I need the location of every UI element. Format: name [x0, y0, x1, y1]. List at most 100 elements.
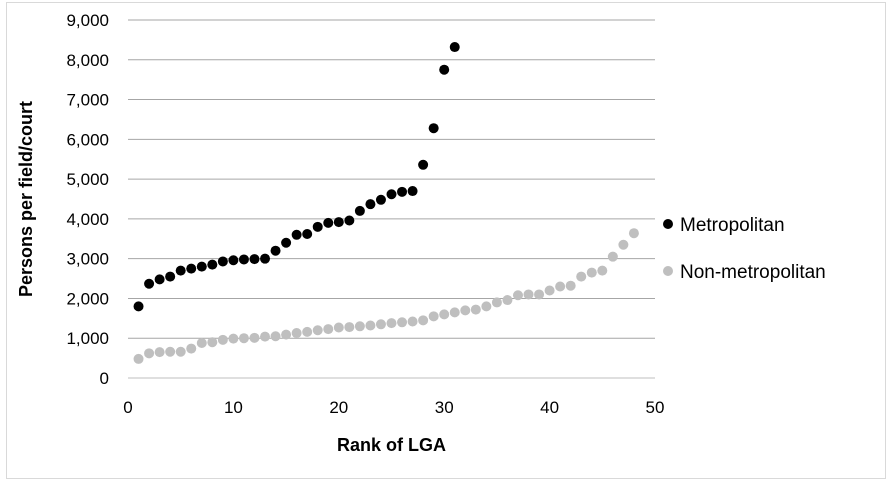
- non-metropolitan-point: [449, 307, 460, 318]
- legend-label-non-metropolitan: Non-metropolitan: [680, 262, 826, 283]
- metropolitan-point: [302, 229, 313, 240]
- metropolitan-point: [291, 229, 302, 240]
- metropolitan-point: [228, 255, 239, 266]
- y-tick-label: 6,000: [66, 130, 109, 149]
- metropolitan-point: [418, 159, 429, 170]
- non-metropolitan-point: [344, 322, 355, 333]
- non-metropolitan-point: [260, 331, 271, 342]
- y-tick-label: 8,000: [66, 51, 109, 70]
- non-metropolitan-point: [628, 228, 639, 239]
- metropolitan-point: [175, 265, 186, 276]
- non-metropolitan-point: [186, 343, 197, 354]
- non-metropolitan-point: [512, 290, 523, 301]
- chart-frame: [6, 2, 886, 479]
- non-metropolitan-point: [302, 326, 313, 337]
- metropolitan-point: [397, 186, 408, 197]
- non-metropolitan-point: [555, 281, 566, 292]
- non-metropolitan-point: [481, 301, 492, 312]
- non-metropolitan-point: [281, 329, 292, 340]
- metropolitan-point: [144, 278, 155, 289]
- metropolitan-point: [407, 186, 418, 197]
- non-metropolitan-point: [418, 315, 429, 326]
- non-metropolitan-point: [397, 317, 408, 328]
- legend-marker-non-metropolitan: [663, 266, 673, 276]
- metropolitan-point: [449, 42, 460, 53]
- metropolitan-point: [333, 217, 344, 228]
- metropolitan-point: [428, 123, 439, 134]
- y-tick-label: 7,000: [66, 91, 109, 110]
- non-metropolitan-point: [407, 316, 418, 327]
- metropolitan-point: [312, 221, 323, 232]
- non-metropolitan-point: [439, 309, 450, 320]
- non-metropolitan-point: [375, 319, 386, 330]
- x-tick-label: 20: [329, 398, 348, 417]
- x-tick-label: 30: [435, 398, 454, 417]
- x-tick-label: 0: [123, 398, 132, 417]
- non-metropolitan-point: [312, 325, 323, 336]
- metropolitan-point: [439, 64, 450, 75]
- non-metropolitan-point: [207, 337, 218, 348]
- non-metropolitan-point: [576, 271, 587, 282]
- legend-label-metropolitan: Metropolitan: [680, 215, 785, 236]
- y-tick-labels: 0 1,000 2,000 3,000 4,000 5,000 6,000 7,000 8,00…: [66, 11, 109, 388]
- non-metropolitan-point: [523, 289, 534, 300]
- non-metropolitan-point: [365, 320, 376, 331]
- non-metropolitan-point: [196, 337, 207, 348]
- y-tick-label: 4,000: [66, 210, 109, 229]
- non-metropolitan-point: [291, 328, 302, 339]
- non-metropolitan-point: [470, 304, 481, 315]
- non-metropolitan-point: [133, 353, 144, 364]
- non-metropolitan-point: [597, 265, 608, 276]
- non-metropolitan-point: [544, 285, 555, 296]
- x-axis-title: Rank of LGA: [337, 435, 446, 455]
- non-metropolitan-point: [491, 297, 502, 308]
- data-points: [133, 42, 639, 364]
- non-metropolitan-point: [607, 251, 618, 262]
- non-metropolitan-point: [618, 239, 629, 250]
- metropolitan-point: [133, 301, 144, 312]
- x-tick-labels: 0 10 20 30 40 50: [123, 398, 664, 417]
- non-metropolitan-point: [534, 289, 545, 300]
- metropolitan-point: [375, 194, 386, 205]
- metropolitan-point: [249, 254, 260, 265]
- x-tick-label: 40: [540, 398, 559, 417]
- non-metropolitan-point: [333, 322, 344, 333]
- y-tick-label: 3,000: [66, 250, 109, 269]
- metropolitan-point: [344, 215, 355, 226]
- non-metropolitan-point: [460, 305, 471, 316]
- metropolitan-point: [323, 217, 334, 228]
- metropolitan-point: [196, 261, 207, 272]
- metropolitan-point: [281, 237, 292, 248]
- y-tick-label: 2,000: [66, 289, 109, 308]
- metropolitan-point: [365, 199, 376, 210]
- non-metropolitan-point: [354, 321, 365, 332]
- metropolitan-point: [238, 254, 249, 265]
- legend-marker-metropolitan: [663, 219, 673, 229]
- y-axis-title: Persons per field/court: [16, 101, 36, 297]
- metropolitan-point: [386, 189, 397, 200]
- non-metropolitan-point: [586, 267, 597, 278]
- non-metropolitan-point: [270, 331, 281, 342]
- non-metropolitan-point: [175, 346, 186, 357]
- non-metropolitan-point: [228, 333, 239, 344]
- metropolitan-point: [154, 274, 165, 285]
- metropolitan-point: [260, 253, 271, 264]
- y-tick-label: 0: [100, 369, 109, 388]
- metropolitan-point: [186, 263, 197, 274]
- y-tick-label: 5,000: [66, 170, 109, 189]
- non-metropolitan-point: [238, 333, 249, 344]
- y-tick-label: 9,000: [66, 11, 109, 30]
- metropolitan-point: [217, 256, 228, 267]
- non-metropolitan-point: [386, 318, 397, 329]
- y-tick-label: 1,000: [66, 329, 109, 348]
- metropolitan-point: [165, 271, 176, 282]
- metropolitan-point: [354, 205, 365, 216]
- gridlines: [128, 19, 655, 339]
- non-metropolitan-point: [428, 311, 439, 322]
- non-metropolitan-point: [323, 324, 334, 335]
- non-metropolitan-point: [565, 280, 576, 291]
- non-metropolitan-point: [502, 295, 513, 306]
- non-metropolitan-point: [154, 347, 165, 358]
- metropolitan-point: [207, 259, 218, 270]
- non-metropolitan-point: [217, 334, 228, 345]
